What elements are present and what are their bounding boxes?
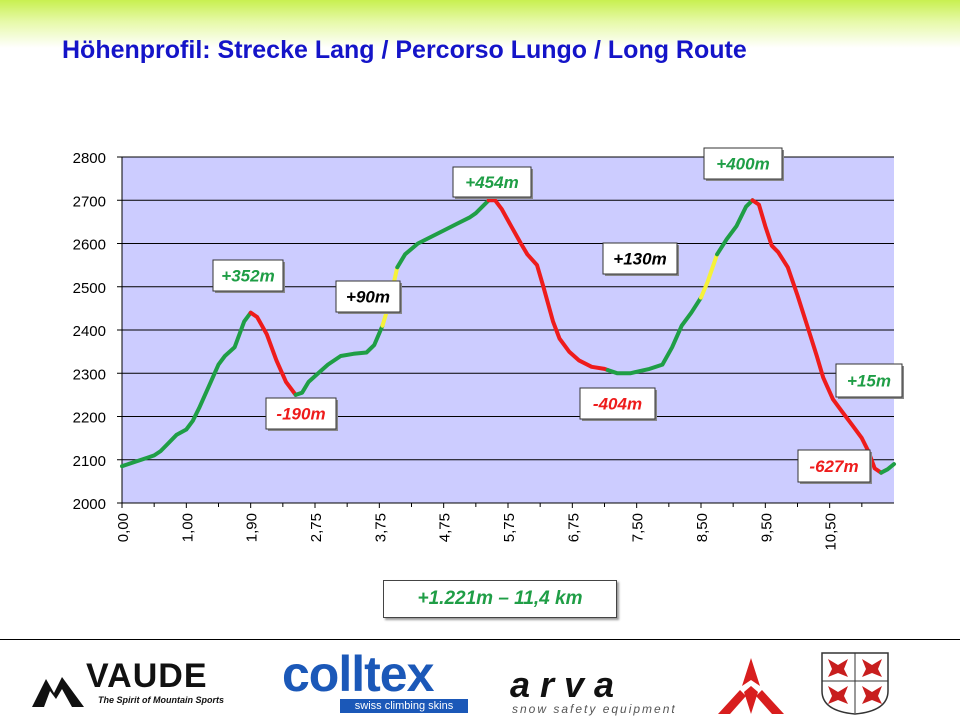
colltex-tagline: swiss climbing skins <box>340 699 468 713</box>
x-tick-label: 4,75 <box>437 513 454 542</box>
y-tick-label: 2600 <box>73 237 106 254</box>
y-tick-label: 2700 <box>73 193 106 210</box>
footer-divider <box>0 639 960 640</box>
annotation-box <box>335 280 401 313</box>
x-tick-label: 3,75 <box>372 513 389 542</box>
annotation-box <box>579 387 656 420</box>
colltex-wordmark: colltex <box>282 646 434 702</box>
arva-wordmark: arva <box>510 664 625 705</box>
coat-of-arms-logo <box>820 651 890 715</box>
annotation-box <box>452 166 532 198</box>
x-tick-label: 5,75 <box>501 513 518 542</box>
vaude-tagline: The Spirit of Mountain Sports <box>98 695 224 705</box>
elevation-segment-down <box>486 198 610 372</box>
vaude-wordmark: VAUDE <box>86 657 208 695</box>
x-tick-label: 10,50 <box>823 513 840 551</box>
annotation-label: -190m <box>276 405 325 424</box>
colltex-logo: colltex swiss climbing skins <box>280 646 470 715</box>
annotation-box <box>602 242 678 275</box>
x-tick-label: 9,50 <box>758 513 775 542</box>
elevation-segment-down <box>248 310 298 397</box>
x-tick-label: 1,90 <box>244 513 261 542</box>
annotation-box <box>265 397 337 430</box>
elevation-segment-up <box>715 198 755 257</box>
annotation-box <box>212 259 284 292</box>
x-tick-label: 0,00 <box>115 513 132 542</box>
elevation-chart: 2000 2100 2200 2300 2400 2500 2600 2700 2800 0,0… <box>73 147 904 551</box>
x-tick-label: 8,50 <box>694 513 711 542</box>
annotation-labels: +352m -190m +90m +454m -404m +130m +400m +15m -6… <box>212 147 904 484</box>
elevation-segment-flat <box>699 252 720 300</box>
arva-logo: arva snow safety equipment <box>510 664 710 716</box>
arva-tagline: snow safety equipment <box>512 702 677 716</box>
y-tick-label: 2200 <box>73 410 106 427</box>
x-tick-label: 6,75 <box>565 513 582 542</box>
vaude-mountain-icon <box>32 677 84 707</box>
annotation-label: +90m <box>346 288 390 307</box>
elevation-segment-up <box>879 462 896 475</box>
y-tick-label: 2300 <box>73 366 106 383</box>
y-tick-label: 2100 <box>73 453 106 470</box>
elevation-segment-up <box>605 295 703 376</box>
x-tick-label: 1,00 <box>179 513 196 542</box>
page-title: Höhenprofil: Strecke Lang / Percorso Lun… <box>62 36 747 64</box>
elevation-segment-up <box>293 323 385 397</box>
x-tick-labels: 0,00 1,00 1,90 2,75 3,75 4,75 5,75 6,75 7,50 8,50… <box>115 503 863 551</box>
annotation-label: +400m <box>716 155 769 174</box>
annotation-label: +454m <box>465 173 518 192</box>
annotation-box <box>703 147 783 180</box>
y-tick-label: 2500 <box>73 280 106 297</box>
y-tick-label: 2000 <box>73 496 106 513</box>
header-gradient-band <box>0 0 960 48</box>
annotation-label: -627m <box>809 457 858 476</box>
annotation-label: -404m <box>593 395 642 414</box>
annotation-label: +352m <box>221 267 274 286</box>
elevation-segment-up <box>395 198 491 270</box>
elevation-segment-down <box>750 198 884 475</box>
elevation-segment-up <box>120 310 253 469</box>
annotation-box <box>835 363 903 398</box>
coat-of-arms-icon <box>821 652 889 715</box>
x-tick-label: 2,75 <box>308 513 325 542</box>
annotation-box <box>797 449 871 483</box>
elevation-series <box>120 198 896 475</box>
y-tick-labels: 2000 2100 2200 2300 2400 2500 2600 2700 2800 <box>73 150 122 513</box>
x-tick-label: 7,50 <box>630 513 647 542</box>
route-summary-box: +1.221m – 11,4 km <box>383 580 617 618</box>
annotation-label: +15m <box>847 372 891 391</box>
y-tick-label: 2400 <box>73 323 106 340</box>
y-tick-label: 2800 <box>73 150 106 167</box>
mountain-star-logo <box>716 656 786 716</box>
mountain-star-icon <box>718 658 784 714</box>
annotation-label: +130m <box>613 250 666 269</box>
vaude-logo: VAUDE The Spirit of Mountain Sports <box>28 651 243 713</box>
